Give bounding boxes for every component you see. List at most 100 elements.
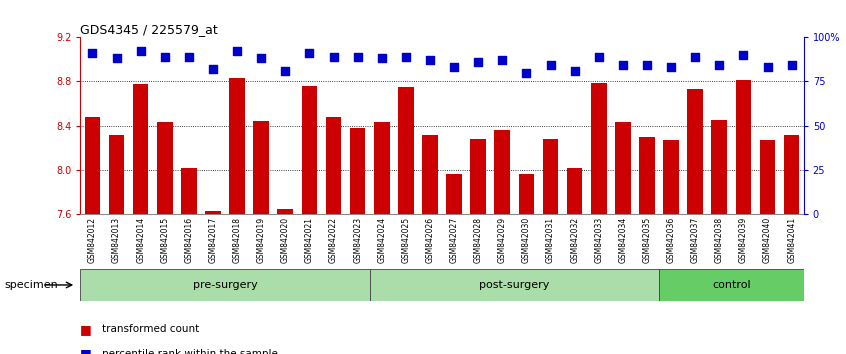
Text: GSM842038: GSM842038: [715, 217, 724, 263]
Text: GSM842013: GSM842013: [112, 217, 121, 263]
Bar: [711, 120, 728, 214]
Text: GSM842026: GSM842026: [426, 217, 435, 263]
Text: GSM842041: GSM842041: [787, 217, 796, 263]
Bar: [133, 84, 149, 214]
Bar: [446, 174, 462, 214]
Point: [761, 64, 774, 70]
Point: [519, 70, 533, 75]
Text: specimen: specimen: [4, 280, 58, 290]
Text: GSM842030: GSM842030: [522, 217, 531, 263]
Bar: [422, 135, 438, 214]
Text: GSM842029: GSM842029: [497, 217, 507, 263]
Bar: [374, 122, 390, 214]
Text: GSM842020: GSM842020: [281, 217, 290, 263]
Text: GSM842025: GSM842025: [401, 217, 410, 263]
Text: GSM842037: GSM842037: [690, 217, 700, 263]
Point: [327, 54, 340, 59]
Bar: [519, 174, 535, 214]
Point: [448, 64, 461, 70]
Bar: [687, 89, 703, 214]
Text: GSM842015: GSM842015: [160, 217, 169, 263]
Text: post-surgery: post-surgery: [479, 280, 550, 290]
Point: [689, 54, 702, 59]
Bar: [370, 269, 659, 301]
Bar: [494, 130, 510, 214]
Point: [423, 57, 437, 63]
Text: control: control: [712, 280, 750, 290]
Point: [592, 54, 606, 59]
Point: [255, 56, 268, 61]
Bar: [567, 168, 583, 214]
Point: [134, 48, 147, 54]
Point: [471, 59, 485, 65]
Bar: [760, 140, 776, 214]
Point: [399, 54, 413, 59]
Bar: [542, 139, 558, 214]
Bar: [639, 137, 655, 214]
Point: [351, 54, 365, 59]
Bar: [85, 117, 101, 214]
Point: [664, 64, 678, 70]
Text: GSM842027: GSM842027: [449, 217, 459, 263]
Bar: [735, 80, 751, 214]
Text: GSM842017: GSM842017: [208, 217, 217, 263]
Text: ■: ■: [80, 348, 92, 354]
Text: percentile rank within the sample: percentile rank within the sample: [102, 349, 277, 354]
Text: GSM842021: GSM842021: [305, 217, 314, 263]
Text: GSM842016: GSM842016: [184, 217, 194, 263]
Point: [785, 63, 799, 68]
Bar: [301, 86, 317, 214]
Bar: [783, 135, 799, 214]
Text: GSM842022: GSM842022: [329, 217, 338, 263]
Bar: [80, 269, 370, 301]
Bar: [181, 168, 197, 214]
Text: pre-surgery: pre-surgery: [193, 280, 257, 290]
Text: GSM842035: GSM842035: [642, 217, 651, 263]
Point: [737, 52, 750, 58]
Text: GSM842012: GSM842012: [88, 217, 97, 263]
Point: [496, 57, 509, 63]
Text: GSM842040: GSM842040: [763, 217, 772, 263]
Text: GSM842032: GSM842032: [570, 217, 580, 263]
Point: [640, 63, 654, 68]
Point: [568, 68, 581, 74]
Text: GSM842039: GSM842039: [739, 217, 748, 263]
Text: transformed count: transformed count: [102, 324, 199, 334]
Text: GSM842031: GSM842031: [546, 217, 555, 263]
Point: [158, 54, 172, 59]
Bar: [398, 87, 414, 214]
Text: GSM842023: GSM842023: [353, 217, 362, 263]
Text: GSM842019: GSM842019: [256, 217, 266, 263]
Text: GSM842024: GSM842024: [377, 217, 387, 263]
Point: [375, 56, 388, 61]
Point: [85, 50, 99, 56]
Text: GSM842028: GSM842028: [474, 217, 483, 263]
Bar: [663, 140, 679, 214]
Bar: [326, 117, 342, 214]
Text: GDS4345 / 225579_at: GDS4345 / 225579_at: [80, 23, 218, 36]
Text: ■: ■: [80, 323, 92, 336]
Bar: [349, 128, 365, 214]
Text: GSM842018: GSM842018: [233, 217, 242, 263]
Text: GSM842036: GSM842036: [667, 217, 676, 263]
Text: GSM842033: GSM842033: [594, 217, 603, 263]
Point: [110, 56, 124, 61]
Bar: [615, 122, 631, 214]
Bar: [108, 135, 124, 214]
Text: GSM842034: GSM842034: [618, 217, 628, 263]
Bar: [591, 82, 607, 214]
Point: [206, 66, 220, 72]
Point: [278, 68, 292, 74]
Point: [230, 48, 244, 54]
Point: [544, 63, 558, 68]
Text: GSM842014: GSM842014: [136, 217, 146, 263]
Bar: [253, 121, 269, 214]
Bar: [157, 122, 173, 214]
Point: [303, 50, 316, 56]
Bar: [470, 139, 486, 214]
Point: [712, 63, 726, 68]
Bar: [659, 269, 804, 301]
Bar: [205, 211, 221, 214]
Bar: [229, 78, 245, 214]
Point: [616, 63, 629, 68]
